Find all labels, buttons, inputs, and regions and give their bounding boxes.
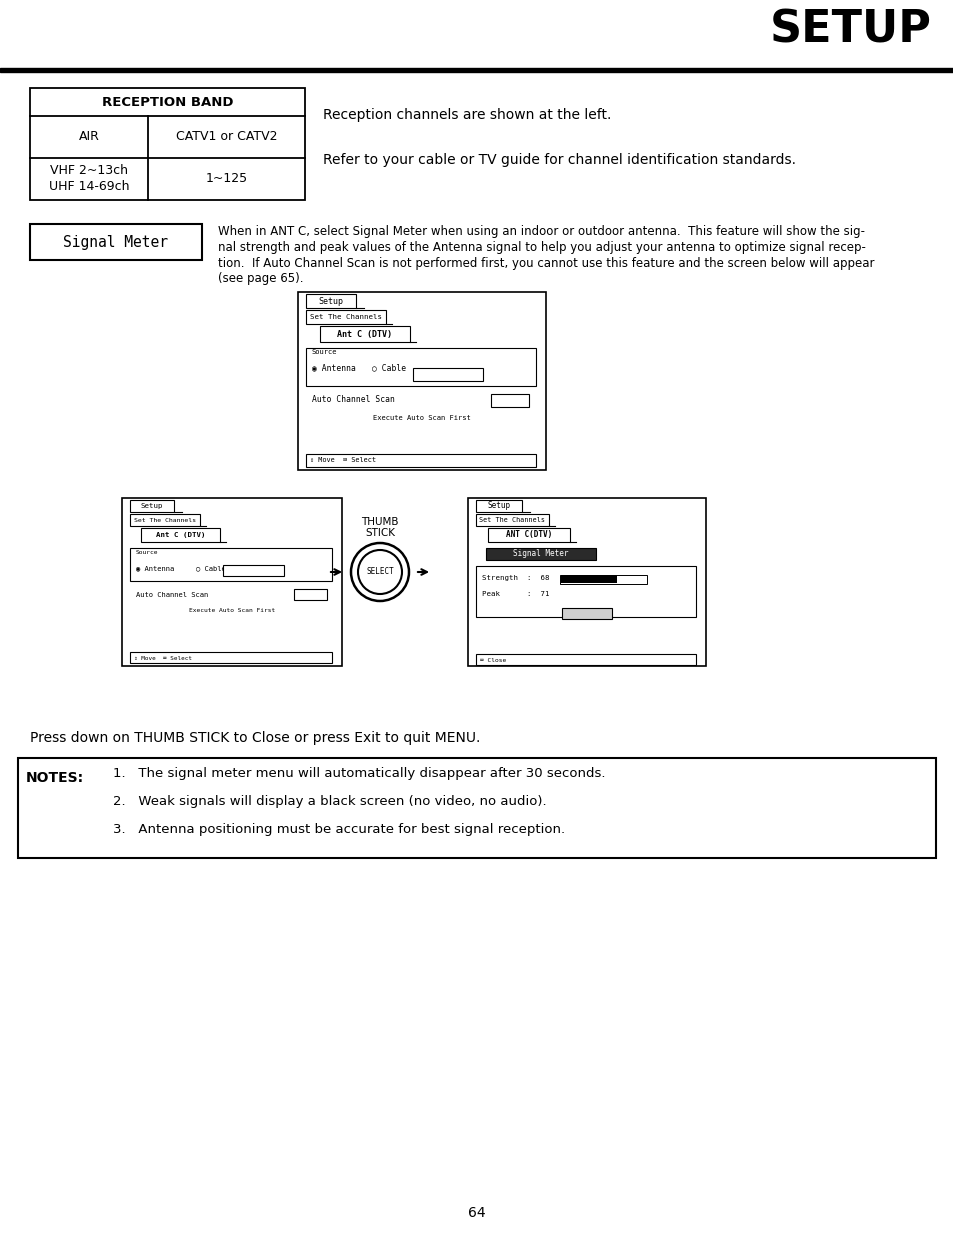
Text: Ant C (DTV): Ant C (DTV)	[337, 330, 392, 338]
Bar	[130, 500, 173, 513]
Text: When in ANT C, select Signal Meter when using an indoor or outdoor antenna.  Thi: When in ANT C, select Signal Meter when …	[218, 226, 864, 238]
Text: NOTES:: NOTES:	[26, 771, 84, 785]
Text: tion.  If Auto Channel Scan is not performed first, you cannot use this feature : tion. If Auto Channel Scan is not perfor…	[218, 257, 874, 269]
Bar	[306, 294, 355, 308]
Text: Peak      :  71: Peak : 71	[481, 592, 549, 597]
Bar	[30, 224, 202, 261]
Text: VHF 2~13ch: VHF 2~13ch	[51, 164, 128, 178]
Ellipse shape	[357, 550, 401, 594]
Text: Signal Meter: Signal Meter	[513, 550, 568, 558]
Text: Execute Auto Scan First: Execute Auto Scan First	[373, 415, 471, 421]
Bar	[294, 589, 327, 600]
Bar	[306, 310, 386, 324]
Text: Source: Source	[136, 550, 158, 555]
Text: STICK: STICK	[365, 529, 395, 538]
Text: Setup: Setup	[318, 296, 343, 305]
Bar	[413, 368, 482, 382]
Bar	[130, 514, 200, 526]
Bar	[559, 574, 646, 583]
Text: Signal Meter: Signal Meter	[230, 568, 276, 573]
Bar	[0, 68, 953, 72]
Bar	[122, 498, 341, 666]
Bar	[223, 564, 284, 576]
Text: Strength  :  68: Strength : 68	[481, 576, 549, 580]
Text: AIR: AIR	[78, 131, 99, 143]
Text: 1~125: 1~125	[205, 173, 248, 185]
Bar	[488, 529, 569, 542]
Text: ⌨ Close: ⌨ Close	[479, 657, 506, 662]
Text: 1.   The signal meter menu will automatically disappear after 30 seconds.: 1. The signal meter menu will automatica…	[112, 767, 605, 781]
Text: Set The Channels: Set The Channels	[133, 517, 195, 522]
Bar	[306, 454, 536, 467]
Text: ○ Cable: ○ Cable	[195, 564, 226, 571]
Text: ANT C(DTV): ANT C(DTV)	[505, 531, 552, 540]
Bar	[476, 655, 696, 664]
Text: UHF 14-69ch: UHF 14-69ch	[49, 180, 130, 194]
Text: ⇕ Move  ⌨ Select: ⇕ Move ⌨ Select	[310, 457, 375, 463]
Text: ◉ Antenna: ◉ Antenna	[136, 564, 174, 571]
Text: Signal Meter: Signal Meter	[421, 372, 474, 378]
Bar	[130, 652, 332, 663]
Text: SELECT: SELECT	[366, 568, 394, 577]
Text: 3.   Antenna positioning must be accurate for best signal reception.: 3. Antenna positioning must be accurate …	[112, 824, 564, 836]
Text: THUMB: THUMB	[361, 517, 398, 527]
Text: Setup: Setup	[487, 501, 510, 510]
Text: Refer to your cable or TV guide for channel identification standards.: Refer to your cable or TV guide for chan…	[323, 153, 795, 167]
Bar	[476, 514, 548, 526]
Text: 2.   Weak signals will display a black screen (no video, no audio).: 2. Weak signals will display a black scr…	[112, 795, 546, 809]
Text: Source: Source	[312, 350, 337, 354]
Text: Press down on THUMB STICK to Close or press Exit to quit MENU.: Press down on THUMB STICK to Close or pr…	[30, 731, 480, 745]
Text: (see page 65).: (see page 65).	[218, 272, 303, 285]
Text: nal strength and peak values of the Antenna signal to help you adjust your anten: nal strength and peak values of the Ante…	[218, 241, 865, 254]
Text: Close: Close	[576, 610, 598, 616]
Text: Setup: Setup	[141, 503, 163, 509]
Text: Auto Channel Scan: Auto Channel Scan	[312, 395, 395, 405]
Text: ⇕ Move  ⌨ Select: ⇕ Move ⌨ Select	[133, 656, 192, 661]
Bar	[306, 348, 536, 387]
Bar	[485, 548, 596, 559]
Text: Auto Channel Scan: Auto Channel Scan	[136, 592, 208, 598]
Text: RECEPTION BAND: RECEPTION BAND	[102, 95, 233, 109]
Text: 64: 64	[468, 1207, 485, 1220]
Bar	[476, 500, 521, 513]
Text: Reception channels are shown at the left.: Reception channels are shown at the left…	[323, 107, 611, 122]
Text: Start: Start	[498, 398, 520, 404]
Text: Set The Channels: Set The Channels	[479, 517, 545, 522]
Text: Execute Auto Scan First: Execute Auto Scan First	[189, 609, 274, 614]
Text: ◉ Antenna: ◉ Antenna	[312, 363, 355, 373]
Bar	[468, 498, 705, 666]
Text: ○ Cable: ○ Cable	[372, 363, 406, 373]
Bar	[18, 758, 935, 858]
Bar	[130, 548, 332, 580]
Bar	[476, 566, 696, 618]
Text: Set The Channels: Set The Channels	[310, 314, 381, 320]
Text: CATV1 or CATV2: CATV1 or CATV2	[175, 131, 277, 143]
Bar	[561, 608, 612, 619]
Bar	[560, 574, 617, 583]
Bar	[30, 88, 305, 200]
Text: Signal Meter: Signal Meter	[64, 235, 169, 249]
Bar	[297, 291, 545, 471]
Bar	[319, 326, 410, 342]
Text: SETUP: SETUP	[769, 9, 931, 52]
Bar	[491, 394, 529, 408]
Text: Start: Start	[300, 592, 320, 597]
Text: Ant C (DTV): Ant C (DTV)	[155, 532, 205, 538]
Bar	[141, 529, 220, 542]
